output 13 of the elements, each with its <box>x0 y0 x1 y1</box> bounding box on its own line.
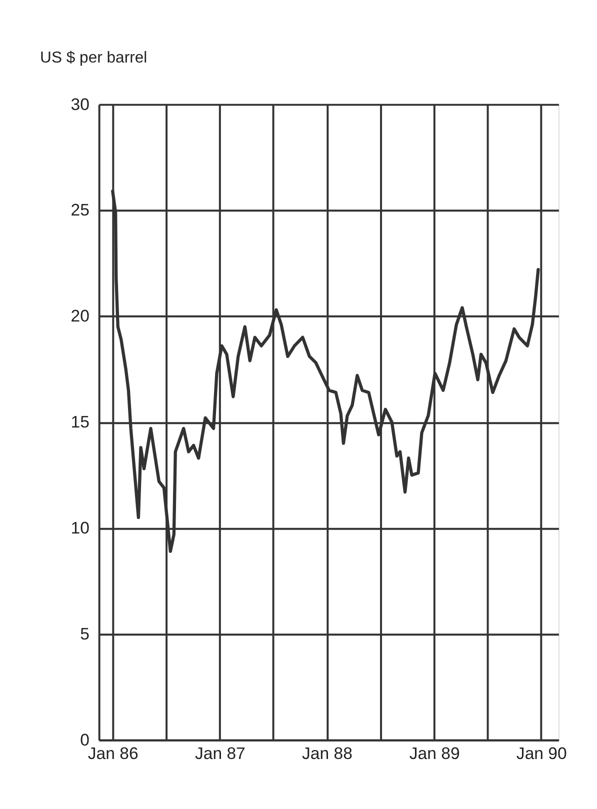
x-tick-label: Jan 86 <box>88 744 138 764</box>
y-axis-title: US $ per barrel <box>40 49 148 66</box>
x-tick-label: Jan 88 <box>302 744 352 764</box>
y-tick-label: 30 <box>70 94 90 114</box>
x-tick-label: Jan 87 <box>194 744 246 764</box>
y-tick-label: 25 <box>70 200 90 220</box>
y-tick-label: 10 <box>70 518 90 538</box>
y-tick-label: 5 <box>80 624 90 644</box>
y-tick-label: 0 <box>80 730 90 750</box>
y-tick-label: 15 <box>70 412 90 432</box>
x-tick-label: Jan 90 <box>516 744 567 764</box>
y-tick-label: 20 <box>70 306 90 326</box>
x-tick-label: Jan 89 <box>409 744 460 764</box>
